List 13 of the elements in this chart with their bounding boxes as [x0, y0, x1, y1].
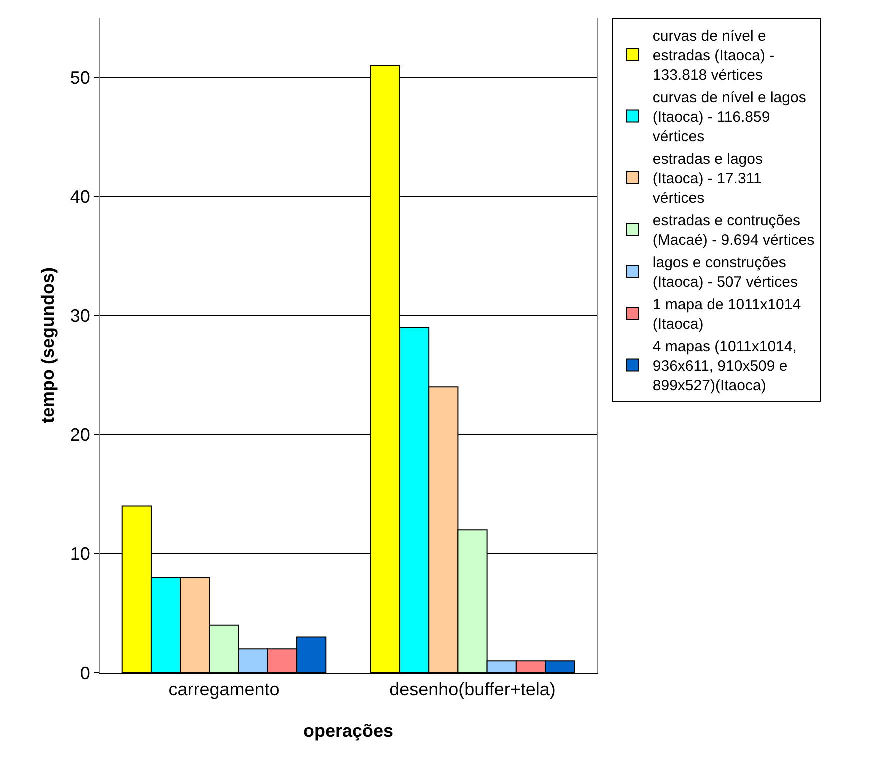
x-tick-label: desenho(buffer+tela) [390, 680, 556, 700]
legend-label: 1 mapa de 1011x1014 (Itaoca) [652, 296, 802, 334]
x-tick-label: carregamento [168, 680, 280, 700]
legend-label: 4 mapas (1011x1014, 936x611, 910x509 e 899x527)(Itaoca) [652, 338, 797, 395]
y-tick-label: 0 [80, 663, 90, 684]
y-tick-label: 40 [70, 186, 90, 207]
legend-label: lagos e construções (Itaoca) - 507 vértices [652, 254, 798, 292]
x-axis-title: operações [303, 721, 394, 741]
y-tick-label: 50 [70, 68, 90, 88]
y-tick-label: 10 [70, 544, 90, 564]
y-tick-label: 20 [70, 425, 90, 446]
y-axis-title: tempo (segundos) [38, 267, 58, 424]
y-tick-label: 30 [70, 306, 90, 326]
